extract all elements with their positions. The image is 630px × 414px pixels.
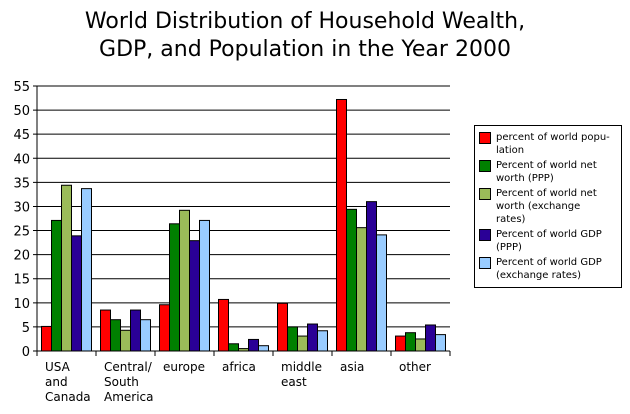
bar <box>317 330 328 352</box>
bar <box>277 302 288 352</box>
y-tick-label: 15 <box>13 273 30 288</box>
bar <box>356 227 367 352</box>
y-tick-label: 45 <box>13 128 30 143</box>
x-tick-label: asia <box>340 360 364 374</box>
y-tick-label: 50 <box>13 104 30 119</box>
bar <box>71 235 82 352</box>
legend-label: Percent of world net worth (PPP) <box>496 160 597 184</box>
title-line: World Distribution of Household Wealth, <box>84 9 526 34</box>
bar <box>110 319 121 352</box>
legend-label: percent of world popu-lation <box>496 132 610 156</box>
y-tick-label: 35 <box>13 176 30 191</box>
bar <box>130 309 141 352</box>
bar <box>307 323 318 352</box>
bar <box>297 335 308 352</box>
x-tick-label: africa <box>222 360 256 374</box>
x-tick-label: middle east <box>281 360 322 389</box>
bar <box>395 335 406 352</box>
bar <box>346 208 357 352</box>
bar <box>228 343 239 352</box>
y-tick-label: 25 <box>13 225 30 240</box>
title-line: GDP, and Population in the Year 2000 <box>99 37 511 62</box>
bar <box>159 304 170 352</box>
legend-item: Percent of world net worth (exchange rates… <box>479 187 617 226</box>
bar <box>248 338 259 352</box>
bar <box>179 209 190 352</box>
bar <box>415 338 426 352</box>
bar <box>61 184 72 352</box>
bar <box>366 201 377 352</box>
bar <box>120 329 131 352</box>
legend-item: Percent of world GDP (exchange rates) <box>479 256 617 282</box>
bar <box>81 188 92 352</box>
x-tick-label: other <box>399 360 431 374</box>
y-tick-label: 20 <box>13 249 30 264</box>
bar <box>425 324 436 352</box>
chart-title: World Distribution of Household Wealth, … <box>0 8 610 64</box>
bar <box>258 345 269 352</box>
legend-swatch <box>479 188 491 200</box>
y-tick-label: 30 <box>13 200 30 215</box>
legend-swatch <box>479 229 491 241</box>
legend-swatch <box>479 160 491 172</box>
y-tick-label: 5 <box>22 321 30 336</box>
bar <box>199 219 210 352</box>
x-tick-label: Central/South America <box>104 360 154 404</box>
y-tick-label: 40 <box>13 152 30 167</box>
legend-item: Percent of world GDP (PPP) <box>479 228 617 254</box>
legend: percent of world popu-lation Percent of w… <box>474 125 622 288</box>
legend-swatch <box>479 132 491 144</box>
bar <box>51 219 62 352</box>
bar <box>169 223 180 352</box>
y-tick-label: 10 <box>13 297 30 312</box>
bar <box>100 309 111 352</box>
bar <box>41 325 52 352</box>
x-tick-label: europe <box>163 360 205 374</box>
legend-swatch <box>479 257 491 269</box>
bar <box>140 319 151 352</box>
legend-label: Percent of world net worth (exchange rates… <box>496 188 597 225</box>
bar <box>218 298 229 352</box>
bar <box>405 332 416 352</box>
bar <box>336 98 347 352</box>
legend-label: Percent of world GDP (PPP) <box>496 229 602 253</box>
legend-label: Percent of world GDP (exchange rates) <box>496 257 602 281</box>
bar <box>376 234 387 352</box>
legend-item: percent of world popu-lation <box>479 131 617 157</box>
x-tick-label: USA and Canada <box>45 360 91 404</box>
y-tick-label: 0 <box>22 345 30 360</box>
legend-item: Percent of world net worth (PPP) <box>479 159 617 185</box>
bar <box>435 334 446 352</box>
y-tick-label: 55 <box>13 80 30 95</box>
bar <box>287 326 298 352</box>
bar <box>189 240 200 352</box>
